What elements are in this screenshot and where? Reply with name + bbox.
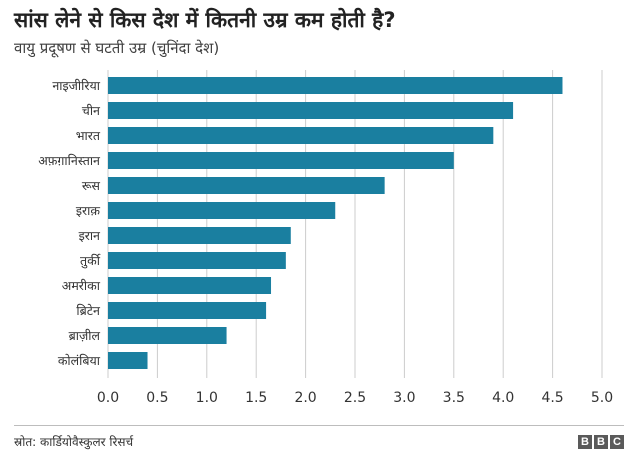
category-label: चीन: [82, 103, 101, 118]
bar: [108, 327, 227, 344]
bar: [108, 302, 267, 319]
logo-letter: B: [578, 435, 592, 449]
source-note: स्रोत: कार्डियोवैस्कुलर रिसर्च: [14, 435, 134, 449]
x-tick-label: 2.0: [294, 390, 316, 406]
bar: [108, 177, 385, 194]
x-tick-label: 3.5: [443, 390, 465, 406]
footer-divider: [14, 425, 624, 426]
bar: [108, 252, 286, 269]
category-label: नाइजीरिया: [52, 78, 100, 93]
category-label: अमरीका: [62, 278, 101, 293]
category-label: इरान: [79, 228, 101, 243]
logo-letter: C: [610, 435, 624, 449]
category-label: अफ़ग़ानिस्तान: [38, 153, 101, 168]
bar: [108, 152, 454, 169]
x-tick-label: 4.5: [541, 390, 563, 406]
chart-subtitle: वायु प्रदूषण से घटती उम्र (चुनिंदा देश): [14, 39, 220, 57]
logo-letter: B: [594, 435, 608, 449]
x-tick-label: 2.5: [344, 390, 366, 406]
bar: [108, 277, 272, 294]
category-label: कोलंबिया: [58, 353, 101, 368]
x-tick-label: 1.0: [196, 390, 218, 406]
x-tick-label: 0.0: [97, 390, 119, 406]
category-label: भारत: [76, 128, 101, 143]
category-label: ब्राज़ील: [69, 328, 101, 343]
category-label: ब्रिटेन: [76, 303, 101, 318]
bar: [108, 77, 563, 94]
category-label: इराक़: [76, 203, 100, 218]
bar-chart: 0.0 0.5 1.0 1.5 2.0 2.5 3.0 3.5 4.0 4.5 5.0 नाइजीरि…: [38, 70, 613, 406]
bar: [108, 102, 514, 119]
bbc-logo: B B C: [578, 435, 624, 449]
bar: [108, 352, 148, 369]
x-tick-label: 0.5: [146, 390, 168, 406]
chart-title: सांस लेने से किस देश में कितनी उम्र कम ह…: [14, 8, 396, 32]
bar: [108, 202, 336, 219]
x-tick-label: 4.0: [492, 390, 514, 406]
bar: [108, 127, 494, 144]
category-label: तुर्की: [80, 253, 101, 269]
bar: [108, 227, 291, 244]
x-tick-label: 1.5: [245, 390, 267, 406]
x-tick-label: 3.0: [393, 390, 415, 406]
x-tick-label: 5.0: [591, 390, 613, 406]
category-label: रूस: [82, 178, 101, 193]
